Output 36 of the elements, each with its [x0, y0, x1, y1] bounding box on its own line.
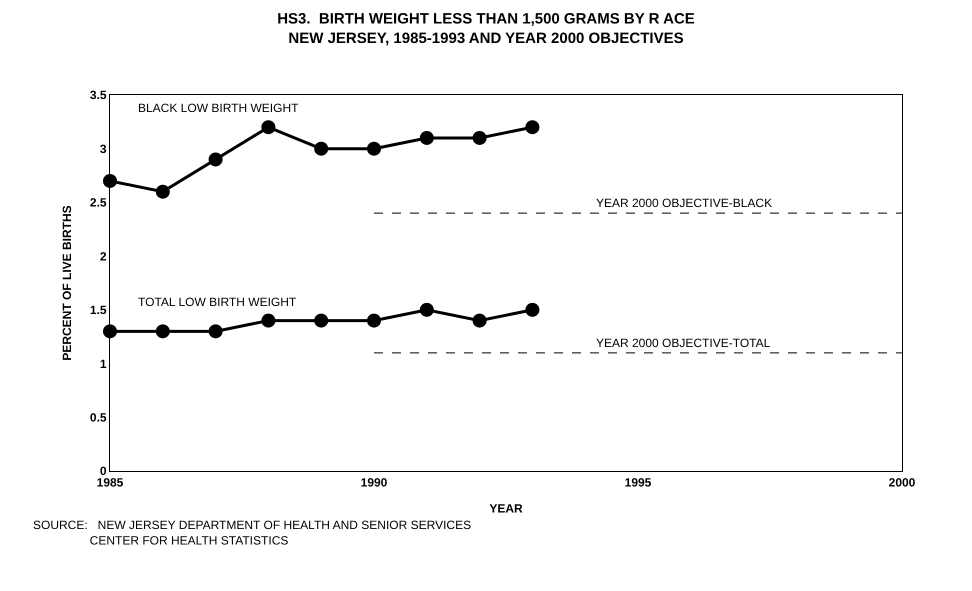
chart-title: HS3. BIRTH WEIGHT LESS THAN 1,500 GRAMS BY R ACE NEW JERSEY, 1985-1993 AND YEAR 2000 OBJECTIVES	[277, 10, 695, 48]
series-label: TOTAL LOW BIRTH WEIGHT	[138, 295, 297, 309]
y-tick-label: 1	[100, 356, 107, 371]
point	[208, 152, 223, 166]
point	[420, 130, 434, 145]
point	[420, 302, 434, 317]
y-tick-label: 2.5	[90, 196, 107, 210]
x-tick-label: 1995	[624, 475, 652, 490]
y-tick-label: 3	[100, 142, 107, 156]
series-label: YEAR 2000 OBJECTIVE-TOTAL	[596, 336, 771, 350]
x-tick-label: 1990	[360, 475, 388, 490]
point	[525, 302, 540, 317]
series-label: YEAR 2000 OBJECTIVE-BLACK	[596, 196, 772, 210]
point	[314, 314, 328, 328]
point	[367, 142, 381, 156]
point	[208, 324, 223, 338]
point	[314, 142, 328, 156]
point	[103, 324, 117, 338]
point	[261, 314, 276, 328]
point	[156, 184, 170, 199]
point	[103, 174, 117, 188]
x-tick-label: 2000	[888, 475, 916, 490]
point	[367, 314, 381, 328]
point	[472, 130, 487, 145]
source-note: SOURCE: NEW JERSEY DEPARTMENT OF HEALTH AND SENIOR SERVICES CENTER FOR HEALTH STATISTICS	[33, 518, 472, 548]
point	[525, 120, 540, 134]
y-tick-label: 1.5	[90, 303, 107, 318]
point	[472, 314, 487, 328]
y-tick-label: 2	[100, 249, 107, 264]
y-tick-label: 0.5	[90, 410, 107, 424]
point	[261, 120, 276, 134]
series-label: BLACK LOW BIRTH WEIGHT	[138, 101, 300, 115]
x-axis-title: YEAR	[489, 501, 523, 516]
y-axis-title: PERCENT OF LIVE BIRTHS	[60, 205, 74, 361]
y-tick-label: 3.5	[90, 88, 107, 102]
point	[156, 324, 170, 338]
